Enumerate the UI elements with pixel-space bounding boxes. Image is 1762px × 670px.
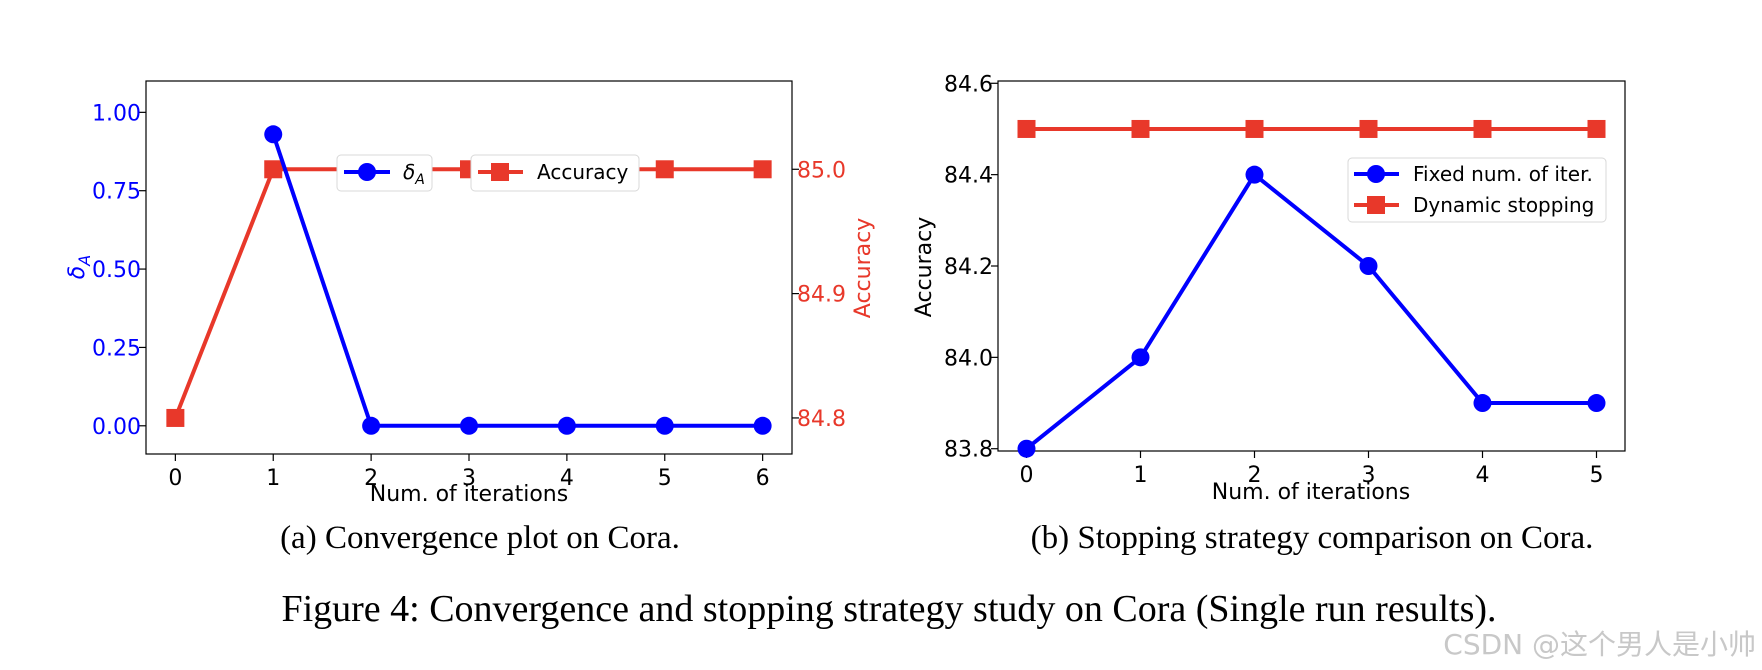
panel-a-x-label: Num. of iterations [370, 482, 568, 507]
panel-b-x-tick-label: 2 [1248, 463, 1262, 488]
panel-a-delta-point [264, 125, 283, 144]
panel-b-fixed-line [1025, 171, 1597, 451]
panel-b-fixed-point [1473, 394, 1492, 413]
panel-b-x-tick-label: 4 [1476, 463, 1490, 488]
legend-delta-label: δA [403, 160, 425, 188]
panel-b-y-tick-label: 84.6 [944, 72, 993, 97]
panel-b-dynamic-point [1359, 119, 1378, 138]
figure-caption: Figure 4: Convergence and stopping strat… [281, 588, 1496, 630]
panel-a-x-tick-label: 1 [266, 466, 280, 491]
panel-a-x-tick-label: 4 [560, 466, 574, 491]
panel-b-chart: 0 1 2 3 4 5 83.8 84.0 84.2 84.4 84.6 Num. of iter… [912, 72, 1626, 505]
panel-a-caption: (a) Convergence plot on Cora. [280, 520, 680, 556]
panel-b-x-tick-label: 3 [1362, 463, 1376, 488]
panel-b-dynamic-point [1017, 119, 1036, 138]
panel-b-x-ticks: 0 1 2 3 4 5 [1020, 451, 1604, 488]
panel-a-left-tick-label: 1.00 [92, 101, 141, 126]
panel-a-x-tick-label: 3 [462, 466, 476, 491]
panel-a-x-tick-label: 5 [658, 466, 672, 491]
panel-b-fixed-point [1359, 257, 1378, 275]
panel-b-x-label: Num. of iterations [1212, 480, 1410, 505]
panel-a-x-ticks: 0 1 2 3 4 5 6 [168, 454, 770, 491]
panel-a-delta-point [362, 416, 381, 435]
panel-a-x-tick-label: 2 [364, 466, 378, 491]
legend-delta-marker [358, 163, 376, 181]
panel-b-x-tick-label: 5 [1590, 463, 1604, 488]
panel-a-chart: 0 1 2 3 4 5 6 0.00 0.25 0.50 0.75 1.00 84.8 84.9 85.… [65, 80, 876, 507]
panel-b-dynamic-point [1473, 119, 1492, 138]
panel-b-fixed-point [1245, 165, 1264, 184]
legend-fixed-label: Fixed num. of iter. [1413, 162, 1593, 186]
panel-a-delta-point [557, 416, 576, 435]
panel-a-left-label: δA [65, 255, 94, 279]
panel-a-left-tick-label: 0.25 [92, 336, 141, 361]
panel-b-fixed-point [1587, 394, 1606, 413]
panel-a-right-tick-label: 85.0 [797, 158, 846, 183]
panel-b-dynamic-point [1131, 119, 1150, 138]
legend-dynamic-marker [1367, 196, 1385, 214]
panel-b-dynamic-point [1245, 119, 1264, 138]
legend-fixed-marker [1367, 165, 1385, 183]
panel-a-accuracy-point [166, 408, 185, 427]
panel-b-fixed-point [1131, 348, 1150, 367]
panel-a-series [166, 125, 772, 435]
panel-a-left-label-group: δA [65, 255, 94, 279]
panel-a-accuracy-line [173, 167, 763, 419]
panel-b-y-label: Accuracy [912, 217, 937, 317]
panel-a-frame [145, 80, 793, 455]
watermark: CSDN @这个男人是小帅 [1443, 628, 1756, 661]
panel-a-legend-accuracy: Accuracy [470, 154, 640, 192]
panel-b-y-tick-label: 84.4 [944, 164, 993, 189]
panel-a-x-tick-label: 0 [168, 466, 182, 491]
legend-accuracy-marker [491, 163, 509, 181]
legend-dynamic-label: Dynamic stopping [1413, 193, 1594, 217]
panel-a-delta-point [655, 416, 674, 435]
panel-a-legend-delta: δA [336, 154, 433, 192]
panel-b-dynamic-point [1587, 119, 1606, 138]
panel-a-accuracy-point [655, 160, 674, 179]
panel-b-y-ticks: 83.8 84.0 84.2 84.4 84.6 [944, 72, 998, 463]
panel-b-legend: Fixed num. of iter. Dynamic stopping [1347, 157, 1607, 223]
panel-a-delta-point [460, 416, 478, 435]
panel-b-y-tick-label: 83.8 [944, 438, 993, 463]
panel-b-caption: (b) Stopping strategy comparison on Cora… [1031, 520, 1594, 556]
panel-a-right-tick-label: 84.8 [797, 407, 846, 432]
panel-a-legend-accuracy-box [470, 154, 640, 192]
legend-accuracy-label: Accuracy [537, 160, 628, 184]
panel-a-right-tick-label: 84.9 [797, 283, 846, 308]
panel-a-left-ticks: 0.00 0.25 0.50 0.75 1.00 [92, 101, 146, 440]
panel-a-delta-line [271, 133, 763, 428]
panel-b-legend-box [1347, 157, 1607, 223]
panel-b-series [1017, 119, 1606, 458]
panel-a-right-ticks: 84.8 84.9 85.0 [792, 158, 846, 432]
panel-a-right-label: Accuracy [851, 218, 876, 318]
panel-a-accuracy-point [753, 160, 772, 179]
panel-b-y-tick-label: 84.0 [944, 346, 993, 371]
panel-b-y-tick-label: 84.2 [944, 255, 993, 280]
panel-b-fixed-point [1017, 439, 1036, 458]
panel-b-x-tick-label: 0 [1020, 463, 1034, 488]
panel-a-delta-point [753, 416, 772, 435]
panel-a-left-tick-label: 0.75 [92, 180, 141, 205]
panel-a-left-tick-label: 0.00 [92, 415, 141, 440]
panel-a-x-tick-label: 6 [756, 466, 770, 491]
panel-a-left-tick-label: 0.50 [92, 258, 141, 283]
panel-a-accuracy-point [264, 160, 283, 179]
panel-b-x-tick-label: 1 [1134, 463, 1148, 488]
